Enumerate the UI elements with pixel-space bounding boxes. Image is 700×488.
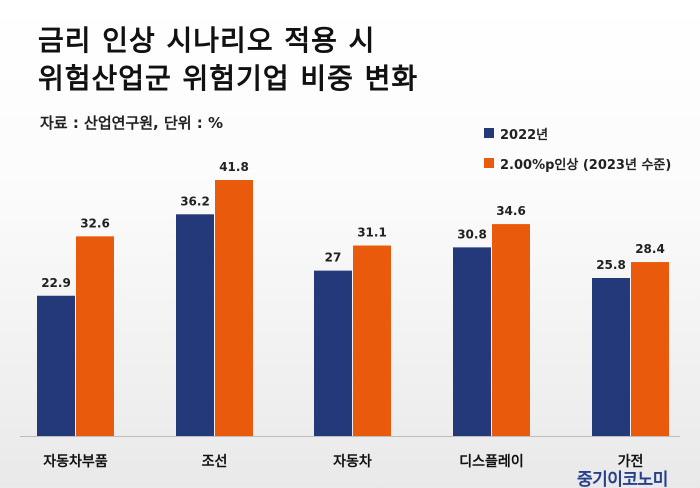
bar-2-가전 xyxy=(631,262,669,436)
category-label-디스플레이: 디스플레이 xyxy=(459,453,523,470)
category-label-가전: 가전 xyxy=(618,453,644,470)
category-label-조선: 조선 xyxy=(202,454,228,470)
data-label-2-자동차: 31.1 xyxy=(357,226,387,240)
data-label-1-자동차부품: 22.9 xyxy=(41,276,71,290)
legend-label-series-1: 2022년 xyxy=(500,127,549,143)
chart-title: 금리 인상 시나리오 적용 시 위험산업군 위험기업 비중 변화 xyxy=(38,22,418,98)
legend-item-series-2: 2.00%p인상 (2023년 수준) xyxy=(484,155,672,173)
title-line-1: 금리 인상 시나리오 적용 시 xyxy=(38,24,376,57)
legend-label-series-2: 2.00%p인상 (2023년 수준) xyxy=(500,157,672,173)
bar-1-자동차 xyxy=(314,270,352,436)
bar-2-자동차 xyxy=(353,245,391,436)
data-label-2-가전: 28.4 xyxy=(635,242,665,256)
data-label-2-디스플레이: 34.6 xyxy=(496,204,526,218)
bar-2-자동차부품 xyxy=(76,236,114,436)
bar-2-조선 xyxy=(215,180,253,436)
data-label-1-조선: 36.2 xyxy=(180,194,210,208)
legend-item-series-1: 2022년 xyxy=(484,125,671,143)
category-label-자동차부품: 자동차부품 xyxy=(43,454,108,470)
title-line-2: 위험산업군 위험기업 비중 변화 xyxy=(38,62,419,95)
bar-2-디스플레이 xyxy=(492,224,530,436)
data-label-1-디스플레이: 30.8 xyxy=(457,227,487,241)
legend: 2022년 2.00%p인상 (2023년 수준) xyxy=(484,125,671,185)
source-note: 자료 : 산업연구원, 단위 : % xyxy=(40,114,224,132)
data-label-2-조선: 41.8 xyxy=(219,160,249,174)
data-label-2-자동차부품: 32.6 xyxy=(80,216,110,230)
legend-swatch-series-1 xyxy=(484,128,494,138)
data-label-1-자동차: 27 xyxy=(325,251,342,265)
bar-1-조선 xyxy=(176,214,214,436)
bar-1-디스플레이 xyxy=(453,247,491,436)
bar-1-가전 xyxy=(592,277,630,436)
category-label-자동차: 자동차 xyxy=(333,454,372,470)
watermark-logo: 중기이코노미 xyxy=(577,470,668,488)
legend-swatch-series-2 xyxy=(484,158,494,168)
data-label-1-가전: 25.8 xyxy=(596,258,626,272)
bar-1-자동차부품 xyxy=(37,295,75,436)
